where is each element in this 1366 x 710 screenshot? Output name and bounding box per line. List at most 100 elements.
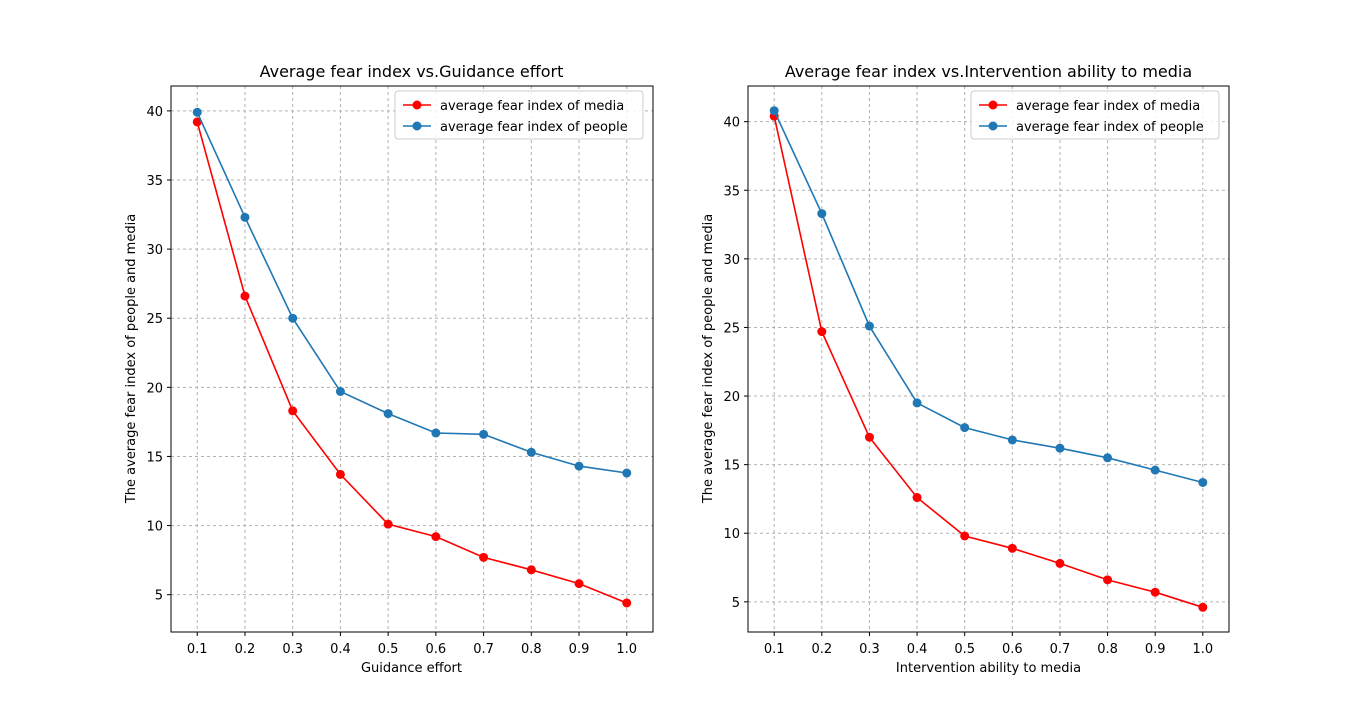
data-point	[288, 313, 298, 323]
y-tick-label: 30	[723, 253, 740, 268]
legend-box	[394, 90, 644, 140]
legend: average fear index of media average fear …	[394, 90, 644, 140]
x-tick-label: 1.0	[1192, 642, 1213, 657]
legend: average fear index of media average fear …	[970, 90, 1220, 140]
x-tick-label: 0.6	[1002, 642, 1023, 657]
data-point	[817, 327, 827, 337]
y-tick-label: 10	[146, 520, 163, 535]
data-point	[192, 117, 202, 127]
x-tick-label: 0.4	[907, 642, 928, 657]
data-point	[288, 406, 298, 416]
data-point	[1198, 477, 1208, 487]
data-point	[769, 106, 779, 116]
chart-intervention-ability: Average fear index vs.Intervention abili…	[701, 62, 1230, 676]
data-point	[622, 598, 632, 608]
series-line	[773, 110, 1204, 484]
x-tick-label: 0.1	[764, 642, 785, 657]
data-point	[192, 107, 202, 117]
y-tick-label: 15	[146, 450, 163, 465]
legend-swatch-marker	[988, 100, 998, 110]
x-axis-label: Guidance effort	[361, 661, 462, 676]
y-tick-label: 10	[723, 527, 740, 542]
x-tick-label: 0.1	[187, 642, 208, 657]
y-tick-label: 15	[723, 459, 740, 474]
plot-area: 0.1 0.2 0.3 0.4 0.5 0.6 0.7 0.8 0.9 1.0 5 10 15 20 25 3…	[723, 85, 1230, 657]
y-tick-label: 35	[723, 184, 740, 199]
legend-box	[970, 90, 1220, 140]
legend-entry: average fear index of media	[440, 99, 624, 114]
chart-title: Average fear index vs.Guidance effort	[260, 62, 564, 81]
data-point	[240, 212, 250, 222]
data-point	[960, 531, 970, 541]
data-point	[622, 468, 632, 478]
data-point	[817, 209, 827, 219]
data-point	[1150, 587, 1160, 597]
x-tick-label: 0.5	[954, 642, 975, 657]
y-tick-label: 35	[146, 174, 163, 189]
y-axis-label: The average fear index of people and med…	[124, 214, 139, 504]
x-tick-label: 1.0	[616, 642, 637, 657]
y-axis-label: The average fear index of people and med…	[701, 214, 716, 504]
data-point	[960, 423, 970, 433]
x-tick-label: 0.5	[378, 642, 399, 657]
x-tick-label: 0.6	[426, 642, 447, 657]
data-point	[240, 291, 250, 301]
data-point	[431, 428, 441, 438]
legend-entry: average fear index of people	[440, 120, 628, 135]
data-point	[335, 469, 345, 479]
data-point	[479, 429, 489, 439]
x-tick-label: 0.9	[1145, 642, 1166, 657]
x-tick-label: 0.9	[569, 642, 590, 657]
y-tick-label: 25	[723, 321, 740, 336]
data-point	[335, 386, 345, 396]
data-point	[912, 493, 922, 503]
data-point	[1103, 453, 1113, 463]
x-tick-label: 0.7	[473, 642, 494, 657]
x-tick-label: 0.7	[1050, 642, 1071, 657]
y-tick-label: 5	[155, 589, 163, 604]
x-tick-label: 0.4	[330, 642, 351, 657]
x-tick-label: 0.2	[235, 642, 256, 657]
data-point	[1055, 443, 1065, 453]
x-tick-label: 0.8	[1097, 642, 1118, 657]
data-point	[574, 579, 584, 589]
legend-swatch-marker	[412, 100, 422, 110]
legend-entry: average fear index of media	[1016, 99, 1200, 114]
data-point	[431, 532, 441, 542]
legend-swatch-marker	[412, 121, 422, 131]
data-point	[1007, 435, 1017, 445]
y-tick-label: 20	[723, 390, 740, 405]
data-point	[864, 432, 874, 442]
data-point	[383, 409, 393, 419]
x-tick-label: 0.8	[521, 642, 542, 657]
y-tick-label: 40	[723, 116, 740, 131]
y-tick-label: 25	[146, 312, 163, 327]
series-line	[196, 121, 628, 604]
plot-area: 0.1 0.2 0.3 0.4 0.5 0.6 0.7 0.8 0.9 1.0 5 10 15 20 25 3…	[146, 85, 654, 657]
y-tick-label: 30	[146, 243, 163, 258]
plot-frame	[170, 85, 654, 633]
data-point	[1198, 602, 1208, 612]
data-point	[1007, 543, 1017, 553]
plot-frame	[747, 85, 1230, 633]
y-tick-label: 20	[146, 381, 163, 396]
x-tick-label: 0.2	[811, 642, 832, 657]
series-line	[773, 116, 1204, 609]
legend-entry: average fear index of people	[1016, 120, 1204, 135]
x-tick-label: 0.3	[282, 642, 303, 657]
data-point	[383, 519, 393, 529]
data-point	[912, 398, 922, 408]
data-point	[1150, 465, 1160, 475]
legend-swatch-marker	[988, 121, 998, 131]
data-point	[574, 461, 584, 471]
chart-title: Average fear index vs.Intervention abili…	[785, 62, 1192, 81]
data-point	[1103, 575, 1113, 585]
data-point	[526, 565, 536, 575]
chart-guidance-effort: Average fear index vs.Guidance effort Gu…	[124, 62, 654, 676]
data-point	[526, 447, 536, 457]
x-tick-label: 0.3	[859, 642, 880, 657]
data-point	[479, 552, 489, 562]
y-tick-label: 5	[732, 596, 740, 611]
series-line	[196, 111, 627, 474]
